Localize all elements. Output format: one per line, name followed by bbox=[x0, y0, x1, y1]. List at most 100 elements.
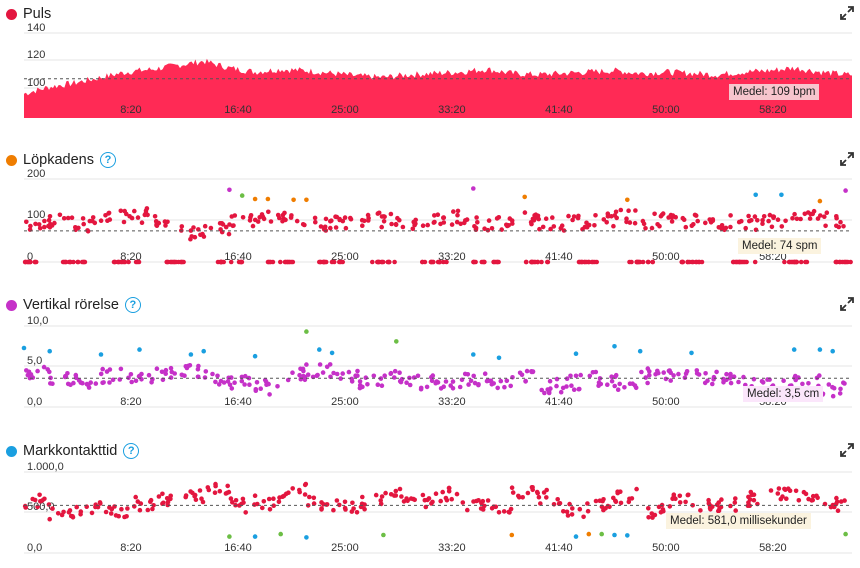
data-point bbox=[76, 378, 82, 383]
data-point bbox=[331, 507, 336, 513]
data-point bbox=[98, 218, 104, 223]
data-point bbox=[411, 219, 417, 225]
data-point bbox=[329, 218, 334, 223]
data-point bbox=[212, 490, 218, 495]
data-point bbox=[425, 222, 431, 228]
data-point bbox=[759, 379, 765, 384]
data-point bbox=[702, 380, 708, 386]
data-point bbox=[148, 499, 153, 504]
data-point bbox=[577, 506, 583, 512]
data-point bbox=[188, 228, 194, 233]
data-point bbox=[22, 503, 28, 509]
expand-icon[interactable] bbox=[840, 6, 854, 20]
data-point bbox=[838, 219, 843, 225]
help-icon[interactable]: ? bbox=[99, 152, 116, 168]
data-point bbox=[650, 515, 655, 520]
data-point bbox=[46, 502, 52, 507]
data-point bbox=[57, 212, 63, 218]
data-point bbox=[221, 259, 226, 265]
data-point bbox=[683, 499, 688, 505]
data-point bbox=[708, 507, 713, 512]
data-point bbox=[530, 369, 536, 375]
panel-header-markkontakttid: Markkontakttid ? bbox=[6, 441, 140, 461]
data-point bbox=[420, 223, 426, 228]
data-point bbox=[551, 224, 557, 229]
data-point bbox=[625, 533, 630, 538]
data-point bbox=[169, 369, 175, 375]
data-point bbox=[687, 259, 692, 265]
data-point bbox=[817, 347, 823, 352]
data-point bbox=[441, 215, 446, 220]
data-point bbox=[545, 259, 551, 265]
data-point bbox=[800, 381, 805, 387]
data-point bbox=[329, 350, 335, 356]
data-point bbox=[59, 512, 65, 518]
data-point bbox=[163, 367, 169, 373]
data-point bbox=[594, 259, 599, 265]
data-point bbox=[429, 378, 435, 384]
data-point bbox=[775, 217, 781, 222]
data-point bbox=[432, 213, 437, 218]
data-point bbox=[486, 218, 492, 223]
data-point bbox=[612, 532, 617, 538]
data-point bbox=[252, 534, 258, 539]
data-point bbox=[517, 370, 523, 376]
expand-icon[interactable] bbox=[840, 297, 854, 311]
data-point bbox=[516, 495, 522, 500]
expand-icon[interactable] bbox=[840, 152, 854, 166]
data-point bbox=[397, 370, 402, 375]
data-point bbox=[828, 504, 834, 510]
data-point bbox=[793, 373, 798, 379]
data-point bbox=[106, 210, 112, 216]
data-point bbox=[458, 221, 464, 227]
data-point bbox=[239, 193, 245, 198]
data-point bbox=[80, 380, 85, 386]
data-point bbox=[564, 509, 570, 515]
data-point bbox=[589, 259, 595, 265]
data-point bbox=[156, 494, 162, 499]
help-icon[interactable]: ? bbox=[124, 297, 141, 313]
data-point bbox=[779, 224, 785, 229]
data-point bbox=[443, 379, 449, 384]
data-point bbox=[471, 186, 476, 191]
data-point bbox=[732, 500, 738, 505]
data-point bbox=[558, 225, 564, 231]
data-point bbox=[90, 215, 96, 220]
data-point bbox=[376, 210, 382, 216]
data-point bbox=[218, 378, 224, 384]
data-point bbox=[622, 385, 627, 390]
data-point bbox=[640, 259, 646, 265]
data-point bbox=[118, 208, 124, 214]
data-point bbox=[424, 384, 430, 390]
data-point bbox=[716, 508, 721, 514]
data-point bbox=[101, 380, 106, 385]
data-point bbox=[266, 209, 271, 215]
data-point bbox=[751, 376, 757, 382]
expand-icon[interactable] bbox=[840, 443, 854, 457]
data-point bbox=[195, 366, 201, 372]
data-point bbox=[261, 216, 267, 222]
data-point bbox=[70, 515, 76, 520]
data-point bbox=[121, 259, 127, 265]
data-point bbox=[264, 382, 269, 387]
data-point bbox=[558, 389, 564, 395]
data-point bbox=[69, 215, 75, 220]
data-point bbox=[650, 259, 655, 265]
data-point bbox=[50, 506, 55, 511]
data-point bbox=[524, 368, 530, 374]
help-icon[interactable]: ? bbox=[123, 443, 140, 459]
data-point bbox=[42, 224, 47, 230]
data-point bbox=[728, 213, 733, 218]
data-point bbox=[331, 370, 336, 376]
data-point bbox=[229, 386, 235, 391]
data-point bbox=[395, 215, 400, 221]
data-point bbox=[569, 383, 574, 388]
data-point bbox=[659, 212, 665, 217]
data-point bbox=[171, 259, 177, 265]
data-point bbox=[404, 380, 409, 385]
data-point bbox=[703, 220, 708, 226]
data-point bbox=[268, 219, 274, 224]
data-point bbox=[554, 383, 559, 389]
data-point bbox=[823, 223, 828, 229]
data-point bbox=[350, 500, 355, 506]
